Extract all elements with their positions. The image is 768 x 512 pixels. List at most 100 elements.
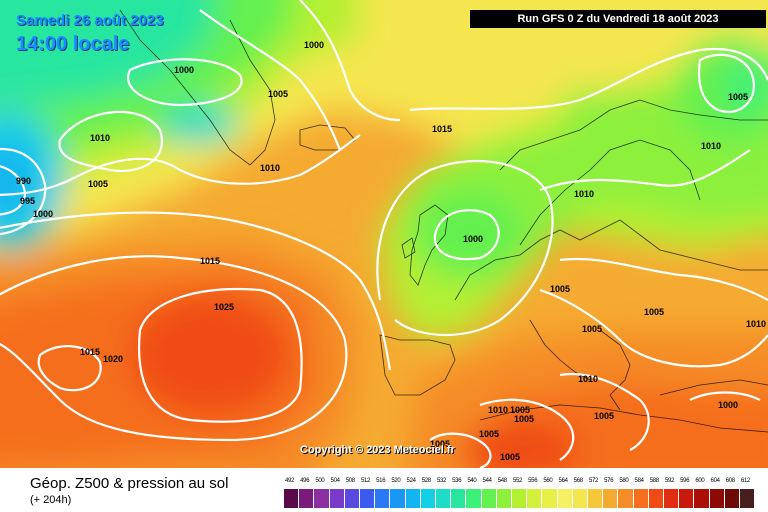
- scale-swatch: [603, 489, 618, 508]
- scale-tick-label: 604: [710, 478, 720, 484]
- isobar-label: 1010: [574, 189, 594, 199]
- valid-time: 14:00 locale: [16, 33, 130, 55]
- color-scale: 492 496 500 504 508 512 516 520 524 528 532 536 540 5…: [284, 478, 755, 510]
- scale-swatch: [481, 489, 496, 508]
- scale-tick-label: 580: [619, 478, 629, 484]
- scale-swatch: [588, 489, 603, 508]
- isobar-label: 1020: [103, 354, 123, 364]
- isobar-label: 1025: [214, 302, 234, 312]
- scale-swatch: [344, 489, 359, 508]
- isobar-label: 995: [20, 196, 35, 206]
- isobar-label: 1010: [260, 163, 280, 173]
- isobar-label: 1000: [33, 209, 53, 219]
- isobar-label: 1010: [578, 374, 598, 384]
- isobar-label: 1010: [701, 141, 721, 151]
- scale-swatch: [557, 489, 572, 508]
- valid-date: Samedi 26 août 2023: [16, 12, 164, 29]
- isobar-label: 1000: [174, 65, 194, 75]
- scale-tick-label: 572: [588, 478, 599, 484]
- scale-swatch: [314, 489, 329, 508]
- isobar-label: 1005: [644, 307, 664, 317]
- scale-swatch: [527, 489, 542, 508]
- isobar-label: 1005: [594, 411, 614, 421]
- scale-swatch: [390, 489, 405, 508]
- legend-subtitle: (+ 204h): [30, 494, 72, 506]
- isobar-label: 1015: [200, 256, 220, 266]
- scale-tick-label: 492: [284, 478, 295, 484]
- scale-tick-label: 588: [649, 478, 659, 484]
- scale-tick-label: 508: [345, 478, 355, 484]
- scale-swatch: [572, 489, 587, 508]
- isobar-label: 1010: [746, 319, 766, 329]
- scale-swatch: [451, 489, 466, 508]
- isobar-label: 1005: [728, 92, 748, 102]
- isobar-label: 1005: [268, 89, 288, 99]
- scale-swatch: [679, 489, 694, 508]
- scale-tick-label: 536: [452, 478, 462, 484]
- scale-tick-label: 600: [695, 478, 705, 484]
- isobar-label: 1010: [90, 133, 110, 143]
- isobar-label: 1005: [479, 429, 499, 439]
- isobar-label: 990: [16, 176, 31, 186]
- weather-map: 1000 1000 1005 1010 1005 1010 990 995 10…: [0, 0, 768, 468]
- scale-tick-label: 556: [528, 478, 538, 484]
- scale-tick-label: 504: [330, 478, 340, 484]
- scale-swatch: [329, 489, 344, 508]
- scale-swatch: [375, 489, 390, 508]
- scale-tick-label: 544: [482, 478, 492, 484]
- isobar-label: 1005: [510, 405, 530, 415]
- scale-tick-label: 612: [740, 478, 751, 484]
- scale-tick-label: 560: [543, 478, 553, 484]
- scale-swatch: [405, 489, 420, 508]
- scale-swatch: [360, 489, 375, 508]
- scale-swatch: [694, 489, 709, 508]
- isobar-label: 1005: [550, 284, 570, 294]
- scale-swatch: [496, 489, 511, 508]
- scale-tick-label: 568: [573, 478, 583, 484]
- isobar-label: 1010: [488, 405, 508, 415]
- scale-tick-label: 596: [680, 478, 690, 484]
- scale-swatch: [420, 489, 435, 508]
- isobar-label: 1005: [582, 324, 602, 334]
- scale-tick-label: 512: [360, 478, 371, 484]
- scale-swatch: [740, 489, 755, 508]
- scale-tick-label: 564: [558, 478, 568, 484]
- isobar-label: 1000: [463, 234, 483, 244]
- scale-tick-label: 576: [604, 478, 614, 484]
- scale-swatch: [512, 489, 527, 508]
- isobar-label: 1005: [500, 452, 520, 462]
- map-svg: 1000 1000 1005 1010 1005 1010 990 995 10…: [0, 0, 768, 468]
- scale-tick-label: 592: [664, 478, 675, 484]
- isobar-label: 1000: [718, 400, 738, 410]
- scale-tick-label: 584: [634, 478, 644, 484]
- scale-tick-label: 500: [315, 478, 325, 484]
- scale-swatch: [299, 489, 314, 508]
- scale-tick-label: 528: [421, 478, 431, 484]
- isobar-label: 1005: [430, 439, 450, 449]
- scale-tick-label: 532: [436, 478, 447, 484]
- isobar-label: 1005: [88, 179, 108, 189]
- isobars: [0, 0, 768, 468]
- geopotential-field: 1000 1000 1005 1010 1005 1010 990 995 10…: [0, 0, 768, 468]
- scale-swatch: [633, 489, 648, 508]
- scale-tick-label: 608: [725, 478, 735, 484]
- isobar-label: 1015: [80, 347, 100, 357]
- scale-swatch: [648, 489, 663, 508]
- run-info-banner: Run GFS 0 Z du Vendredi 18 août 2023: [470, 10, 766, 28]
- isobar-label: 1005: [514, 414, 534, 424]
- scale-tick-label: 540: [467, 478, 477, 484]
- scale-swatch: [618, 489, 633, 508]
- scale-tick-label: 496: [300, 478, 310, 484]
- isobar-label: 1000: [304, 40, 324, 50]
- scale-tick-label: 548: [497, 478, 507, 484]
- copyright-text: Copyright © 2023 Meteociel.fr: [300, 444, 455, 456]
- scale-swatch: [542, 489, 557, 508]
- isobar-labels: 1000 1000 1005 1010 1005 1010 990 995 10…: [16, 40, 766, 462]
- legend-title: Géop. Z500 & pression au sol: [30, 475, 229, 492]
- scale-swatch: [709, 489, 724, 508]
- scale-tick-label: 520: [391, 478, 401, 484]
- scale-swatch: [436, 489, 451, 508]
- scale-swatch: [466, 489, 481, 508]
- scale-tick-label: 552: [512, 478, 523, 484]
- scale-swatch: [284, 489, 299, 508]
